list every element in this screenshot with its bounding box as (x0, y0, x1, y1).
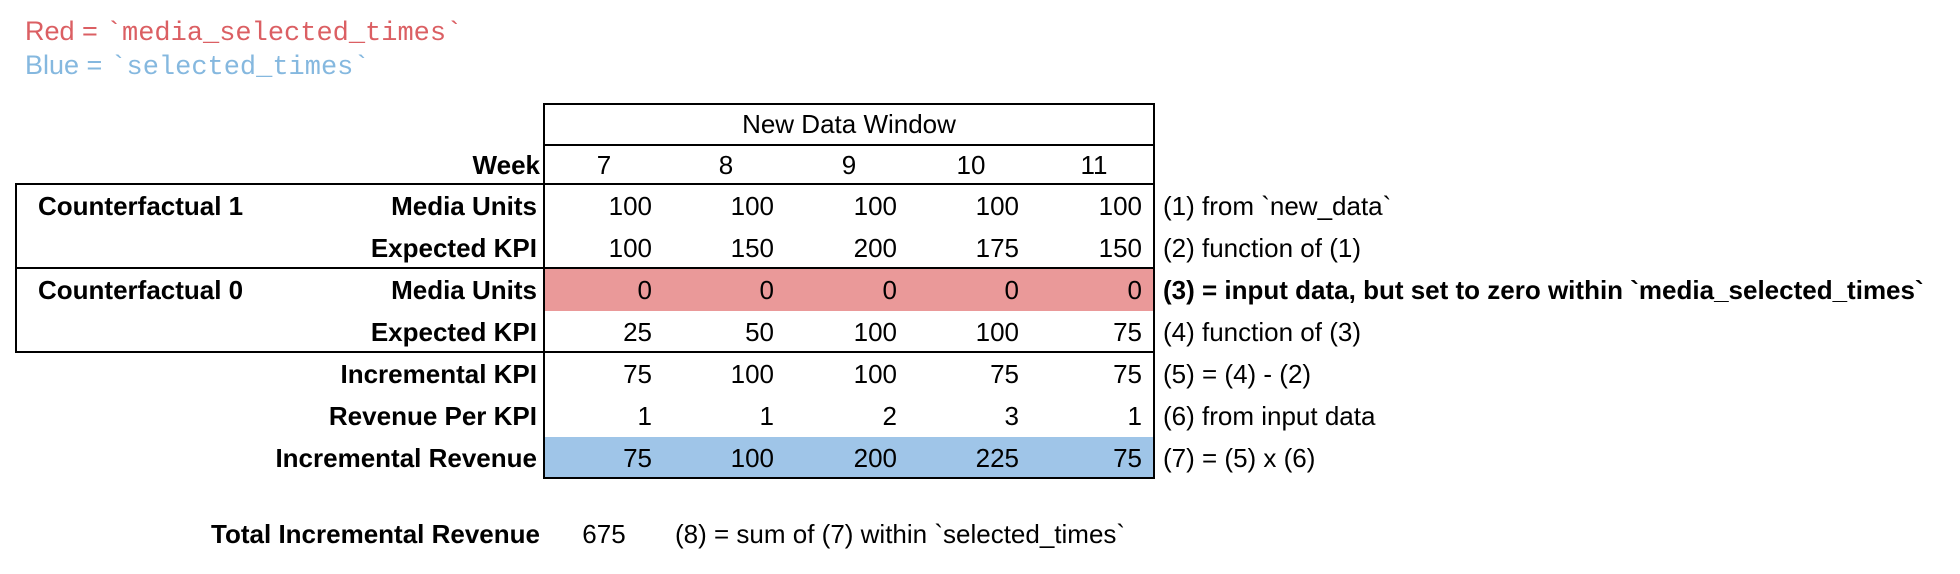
value-cell: 75 (623, 359, 652, 389)
legend-red-label: Red = (25, 16, 98, 46)
annotation-1: (1) from `new_data` (1163, 191, 1392, 221)
value-cell: 225 (975, 443, 1019, 473)
value-cell: 0 (882, 275, 897, 305)
value-cell: 2 (882, 401, 897, 431)
value-cell: 0 (1127, 275, 1142, 305)
row-label-expected-kpi-cf1: Expected KPI (370, 233, 537, 263)
value-cell: 100 (608, 233, 652, 263)
annotation-7: (7) = (5) x (6) (1163, 443, 1316, 473)
value-cell: 100 (730, 443, 774, 473)
legend-blue-label: Blue = (25, 50, 103, 80)
value-cell: 100 (853, 191, 897, 221)
group-label-counterfactual-1: Counterfactual 1 (38, 191, 244, 221)
legend-red-code: `media_selected_times` (105, 19, 463, 49)
table-header-new-data-window: New Data Window (742, 109, 956, 139)
annotation-3: (3) = input data, but set to zero within… (1163, 275, 1924, 305)
row-label-media-units-cf1: Media Units (391, 191, 537, 221)
value-cell: 100 (1098, 191, 1142, 221)
week-header-cell: 11 (1080, 150, 1108, 180)
total-incremental-revenue-value: 675 (582, 519, 626, 549)
value-cell: 25 (623, 317, 652, 347)
value-cell: 175 (975, 233, 1019, 263)
value-cell: 1 (637, 401, 652, 431)
value-cell: 150 (730, 233, 774, 263)
row-label-incremental-kpi: Incremental KPI (340, 359, 537, 389)
value-cell: 1 (759, 401, 774, 431)
value-cell: 50 (745, 317, 774, 347)
legend-red-entry: Red = `media_selected_times` (25, 14, 463, 49)
annotation-6: (6) from input data (1163, 401, 1376, 431)
grid-line-counterfactual-boundary (543, 267, 1155, 269)
value-cell: 75 (990, 359, 1019, 389)
week-header-cell: 9 (841, 150, 857, 180)
value-cell: 0 (637, 275, 652, 305)
row-label-expected-kpi-cf0: Expected KPI (370, 317, 537, 347)
grid-line-below-counterfactual-0 (543, 351, 1155, 353)
value-cell: 200 (853, 233, 897, 263)
week-header-cell: 8 (718, 150, 734, 180)
value-cell: 100 (608, 191, 652, 221)
value-cell: 75 (623, 443, 652, 473)
annotation-8: (8) = sum of (7) within `selected_times` (675, 519, 1126, 549)
value-cell: 0 (759, 275, 774, 305)
value-cell: 100 (730, 359, 774, 389)
value-cell: 100 (975, 191, 1019, 221)
row-label-revenue-per-kpi: Revenue Per KPI (328, 401, 537, 431)
value-cell: 100 (730, 191, 774, 221)
annotation-2: (2) function of (1) (1163, 233, 1361, 263)
grid-line-below-week-row (543, 183, 1155, 185)
value-cell: 0 (1004, 275, 1019, 305)
value-cell: 3 (1004, 401, 1019, 431)
week-header-cell: 10 (956, 150, 986, 180)
annotation-5: (5) = (4) - (2) (1163, 359, 1312, 389)
selected-times-highlight (543, 437, 1155, 479)
value-cell: 1 (1127, 401, 1142, 431)
legend-blue-code: `selected_times` (110, 53, 370, 83)
value-cell: 100 (975, 317, 1019, 347)
week-header-cell: 7 (596, 150, 612, 180)
week-row-label: Week (472, 150, 540, 180)
grid-line-below-header (543, 144, 1155, 146)
value-cell: 150 (1098, 233, 1142, 263)
group-label-counterfactual-0: Counterfactual 0 (38, 275, 244, 305)
value-cell: 75 (1113, 443, 1142, 473)
media-selected-times-highlight (543, 269, 1155, 311)
value-cell: 100 (853, 317, 897, 347)
annotation-4: (4) function of (3) (1163, 317, 1361, 347)
value-cell: 200 (853, 443, 897, 473)
row-label-incremental-revenue: Incremental Revenue (275, 443, 537, 473)
value-cell: 75 (1113, 317, 1142, 347)
counterfactual-0-box (15, 267, 545, 353)
value-cell: 75 (1113, 359, 1142, 389)
total-incremental-revenue-label: Total Incremental Revenue (211, 519, 540, 549)
value-cell: 100 (853, 359, 897, 389)
row-label-media-units-cf0: Media Units (391, 275, 537, 305)
legend-blue-entry: Blue = `selected_times` (25, 48, 370, 83)
